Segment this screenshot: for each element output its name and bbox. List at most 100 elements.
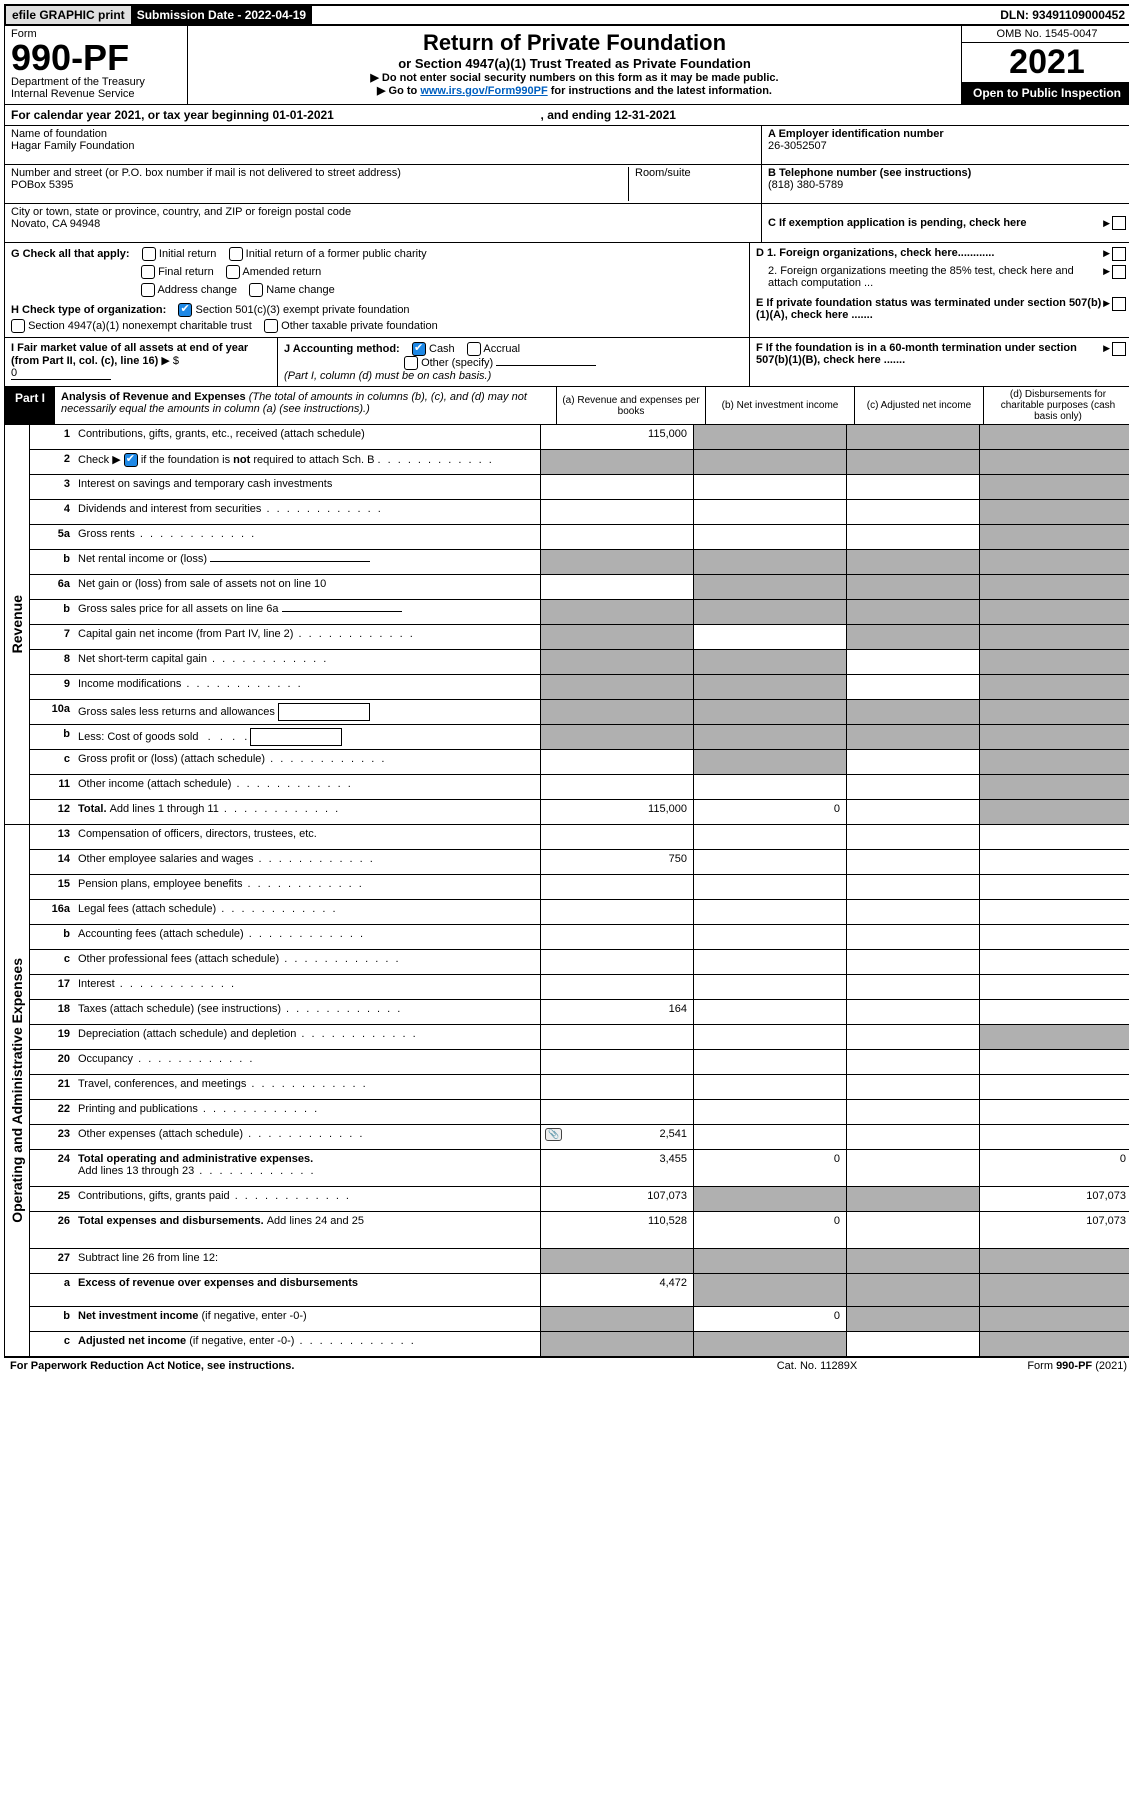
cell-d — [979, 525, 1129, 549]
h-501c3-checkbox[interactable] — [178, 303, 192, 317]
g-addrchange-checkbox[interactable] — [141, 283, 155, 297]
expense-lines: 13 Compensation of officers, directors, … — [30, 825, 1129, 1356]
cell-d — [979, 875, 1129, 899]
cell-c — [846, 1332, 979, 1356]
g-label: G Check all that apply: — [11, 248, 130, 260]
g-opt-5: Name change — [266, 284, 335, 296]
cell-d — [979, 900, 1129, 924]
g-opt-0: Initial return — [159, 248, 216, 260]
d1-checkbox[interactable] — [1112, 247, 1126, 261]
h-opt1: Section 501(c)(3) exempt private foundat… — [196, 304, 410, 316]
cell-b — [693, 525, 846, 549]
cell-b: 0 — [693, 1307, 846, 1331]
line-17: 17 Interest — [30, 975, 1129, 1000]
cell-d — [979, 575, 1129, 599]
omb-number: OMB No. 1545-0047 — [962, 26, 1129, 43]
j-other-checkbox[interactable] — [404, 356, 418, 370]
cal-end: 12-31-2021 — [615, 108, 676, 122]
cell-c — [846, 675, 979, 699]
cell-d — [979, 725, 1129, 749]
line-num: 5a — [30, 525, 74, 549]
g-namechange-checkbox[interactable] — [249, 283, 263, 297]
name-row: Name of foundation Hagar Family Foundati… — [5, 126, 761, 165]
part1-col-headers: (a) Revenue and expenses per books (b) N… — [556, 387, 1129, 424]
line-num: 2 — [30, 450, 74, 474]
l19-text: Depreciation (attach schedule) and deple… — [78, 1028, 296, 1040]
part1-header: Part I Analysis of Revenue and Expenses … — [4, 387, 1129, 425]
line-num: 15 — [30, 875, 74, 899]
line-desc: Interest — [74, 975, 540, 999]
cal-pre: For calendar year 2021, or tax year begi… — [11, 108, 272, 122]
j-cash-checkbox[interactable] — [412, 342, 426, 356]
line-num: 7 — [30, 625, 74, 649]
g-opt-3: Amended return — [242, 266, 321, 278]
efile-label[interactable]: efile GRAPHIC print — [6, 6, 131, 24]
line-24: 24 Total operating and administrative ex… — [30, 1150, 1129, 1187]
cell-b — [693, 1075, 846, 1099]
g-opt-4: Address change — [157, 284, 237, 296]
cell-b — [693, 1274, 846, 1306]
footer-right: Form 990-PF (2021) — [927, 1360, 1127, 1372]
line-num: 24 — [30, 1150, 74, 1186]
g-opt-2: Final return — [158, 266, 214, 278]
cell-c — [846, 550, 979, 574]
cell-c — [846, 700, 979, 724]
g-final-checkbox[interactable] — [141, 265, 155, 279]
e-checkbox[interactable] — [1112, 297, 1126, 311]
arrow-icon — [1103, 265, 1112, 289]
d2-checkbox[interactable] — [1112, 265, 1126, 279]
cell-b — [693, 600, 846, 624]
attachment-icon[interactable]: 📎 — [545, 1128, 562, 1141]
line-desc: Interest on savings and temporary cash i… — [74, 475, 540, 499]
page-footer: For Paperwork Reduction Act Notice, see … — [4, 1357, 1129, 1374]
c-checkbox[interactable] — [1112, 216, 1126, 230]
cell-c — [846, 575, 979, 599]
g-initial-checkbox[interactable] — [142, 247, 156, 261]
cell-a — [540, 925, 693, 949]
cell-c — [846, 900, 979, 924]
l11-text: Other income (attach schedule) — [78, 778, 231, 790]
cell-d: 0 — [979, 1150, 1129, 1186]
cell-d — [979, 700, 1129, 724]
h-other-checkbox[interactable] — [264, 319, 278, 333]
h-label: H Check type of organization: — [11, 304, 166, 316]
g-former-checkbox[interactable] — [229, 247, 243, 261]
line-desc: Gross rents — [74, 525, 540, 549]
cell-b — [693, 1249, 846, 1273]
cell-d — [979, 1075, 1129, 1099]
d2-text: 2. Foreign organizations meeting the 85%… — [756, 265, 1103, 289]
sub3-post: for instructions and the latest informat… — [551, 85, 772, 97]
l27c-bold: Adjusted net income — [78, 1335, 186, 1347]
line-18: 18 Taxes (attach schedule) (see instruct… — [30, 1000, 1129, 1025]
i-col: I Fair market value of all assets at end… — [5, 338, 278, 386]
l2-checkbox[interactable] — [124, 453, 138, 467]
f-checkbox[interactable] — [1112, 342, 1126, 356]
cell-a: 750 — [540, 850, 693, 874]
line-num: b — [30, 725, 74, 749]
l8-text: Net short-term capital gain — [78, 653, 207, 665]
cell-b — [693, 850, 846, 874]
h-4947-checkbox[interactable] — [11, 319, 25, 333]
j-accrual-checkbox[interactable] — [467, 342, 481, 356]
cell-b — [693, 450, 846, 474]
cell-b — [693, 675, 846, 699]
line-desc: Total expenses and disbursements. Add li… — [74, 1212, 540, 1248]
l20-text: Occupancy — [78, 1053, 133, 1065]
l27b-bold: Net investment income — [78, 1310, 198, 1322]
cell-d — [979, 1050, 1129, 1074]
line-2: 2 Check ▶ if the foundation is not requi… — [30, 450, 1129, 475]
cell-d — [979, 925, 1129, 949]
l26-bold: Total expenses and disbursements. — [78, 1215, 264, 1227]
cell-c — [846, 500, 979, 524]
city-row: City or town, state or province, country… — [5, 204, 761, 242]
name-label: Name of foundation — [11, 128, 755, 140]
l15-text: Pension plans, employee benefits — [78, 878, 243, 890]
irs-link[interactable]: www.irs.gov/Form990PF — [420, 85, 547, 97]
line-num: 21 — [30, 1075, 74, 1099]
line-desc: Adjusted net income (if negative, enter … — [74, 1332, 540, 1356]
arrow-icon — [1103, 297, 1112, 321]
g-amended-checkbox[interactable] — [226, 265, 240, 279]
city-label: City or town, state or province, country… — [11, 206, 755, 218]
l10b-text: Less: Cost of goods sold — [78, 731, 198, 743]
sub3-pre: ▶ Go to — [377, 85, 420, 97]
